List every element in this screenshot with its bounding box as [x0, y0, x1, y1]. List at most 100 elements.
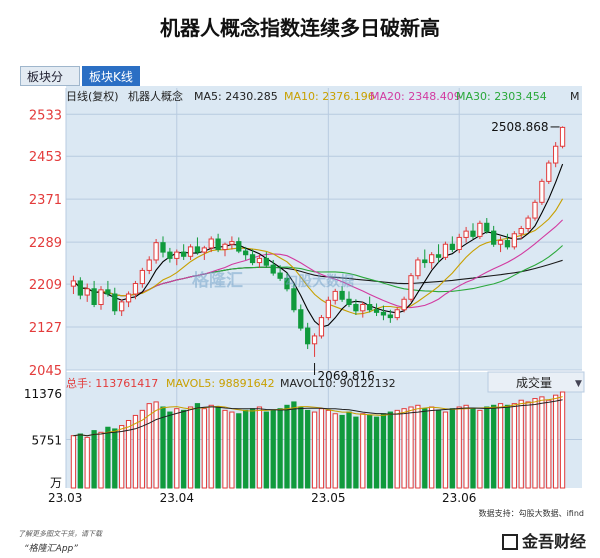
x-tick-label: 23.03: [48, 491, 82, 505]
price-tick-label: 2453: [29, 150, 62, 165]
ma-legend-item: MA20: 2348.409: [370, 90, 461, 103]
candle-down: [298, 309, 304, 329]
mavol5-label: MAVOL5: 98891642: [166, 377, 275, 390]
candle-up: [325, 299, 331, 319]
watermark: 勾股大数据: [284, 273, 354, 290]
candle-up: [477, 222, 483, 237]
candle-down: [291, 288, 297, 311]
candle-up: [125, 293, 132, 303]
price-tick-label: 2045: [29, 364, 62, 379]
candle-up: [546, 162, 552, 182]
volume-bar: [532, 398, 538, 489]
kline-chart: 2533 2453 2371 2289 2209 2127 2045 日线(复权) 机器人概念 M…: [0, 86, 585, 505]
volume-bar: [91, 430, 97, 489]
volume-bar: [484, 406, 490, 489]
volume-bar: [132, 414, 139, 489]
volume-bar: [311, 411, 318, 489]
candle-up: [70, 280, 77, 287]
volume-bar: [435, 409, 442, 489]
candle-up: [318, 317, 325, 337]
volume-bar: [146, 403, 152, 489]
volume-bar: [360, 413, 366, 489]
volume-bar: [346, 411, 352, 489]
candle-up: [511, 233, 517, 248]
candle-up: [401, 298, 407, 311]
tab-kline[interactable]: 板块K线: [82, 66, 140, 86]
candle-up: [539, 180, 545, 203]
volume-bar: [263, 411, 269, 489]
candle-up: [208, 238, 214, 249]
footer-app-name: “格隆汇App”: [24, 544, 78, 554]
candle-down: [422, 259, 428, 264]
volume-bar: [470, 408, 476, 489]
candle-down: [346, 298, 352, 305]
volume-bar: [284, 404, 290, 489]
candle-up: [518, 228, 524, 235]
candle-up: [415, 259, 421, 277]
high-annotation: 2508.868: [491, 120, 548, 134]
candle-down: [305, 327, 311, 345]
volume-bar: [539, 396, 545, 489]
candle-down: [77, 280, 83, 296]
ma-legend-item: MA10: 2376.196: [284, 90, 375, 103]
volume-bar: [112, 428, 118, 489]
candle-up: [229, 241, 235, 245]
volume-bar: [497, 403, 504, 489]
volume-total: 总手: 113761417: [66, 376, 158, 390]
candle-down: [373, 309, 380, 313]
candle-down: [277, 272, 283, 279]
price-tick-label: 2533: [29, 108, 62, 123]
source-note: 数据支持：勾股大数据、ifind: [478, 509, 584, 518]
volume-bar: [153, 401, 159, 489]
volume-bar: [525, 401, 531, 489]
low-annotation: 2069.816: [318, 369, 375, 383]
candle-down: [105, 289, 111, 295]
candle-down: [181, 251, 187, 257]
volume-bar: [415, 404, 421, 489]
candle-up: [429, 254, 435, 264]
mavol10-line: [73, 399, 563, 437]
candle-up: [146, 259, 152, 271]
ma-legend-item: 日线(复权): [66, 89, 119, 103]
volume-bar: [70, 435, 77, 489]
candle-down: [387, 314, 393, 319]
volume-tick-label: 5751: [31, 433, 62, 447]
volume-bar: [367, 414, 373, 489]
volume-bar: [477, 409, 483, 489]
volume-bar: [243, 409, 249, 489]
volume-bar: [339, 414, 345, 489]
candle-up: [174, 251, 180, 259]
volume-bar: [449, 408, 455, 489]
candle-up: [256, 257, 263, 264]
volume-bar: [215, 406, 221, 489]
candle-up: [559, 126, 566, 147]
volume-bar: [332, 413, 338, 489]
candle-up: [394, 309, 400, 319]
footer-note: 了解更多图文干货，请下载: [18, 530, 102, 538]
candle-up: [84, 288, 90, 296]
brand-logo: 金吾财经: [501, 528, 586, 552]
volume-bar: [249, 408, 256, 489]
candle-up: [532, 201, 538, 219]
candle-up: [332, 290, 338, 301]
candle-down: [215, 238, 221, 250]
volume-bar: [305, 409, 311, 489]
volume-bar: [518, 399, 524, 489]
candle-down: [194, 246, 201, 253]
volume-bar: [504, 404, 511, 489]
volume-bar: [139, 409, 145, 489]
volume-bar: [229, 411, 235, 489]
volume-bar: [553, 394, 559, 489]
volume-bar: [84, 436, 90, 489]
volume-bar: [222, 409, 228, 489]
volume-bar: [98, 431, 104, 489]
volume-bar: [291, 401, 297, 489]
tab-intraday[interactable]: 板块分时: [20, 66, 80, 104]
volume-unit-label: 万: [50, 476, 62, 490]
ma-legend-item: M: [570, 90, 580, 103]
candle-up: [119, 301, 125, 312]
footer: 数据支持：勾股大数据、ifind 了解更多图文干货，请下载 “格隆汇App” 金…: [0, 509, 600, 558]
volume-bar: [201, 408, 207, 489]
ma-legend-item: MA5: 2430.285: [194, 90, 278, 103]
mavol10-label: MAVOL10: 90122132: [280, 377, 396, 390]
